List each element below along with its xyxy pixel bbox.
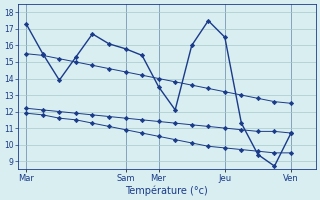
X-axis label: Température (°c): Température (°c) xyxy=(125,185,208,196)
